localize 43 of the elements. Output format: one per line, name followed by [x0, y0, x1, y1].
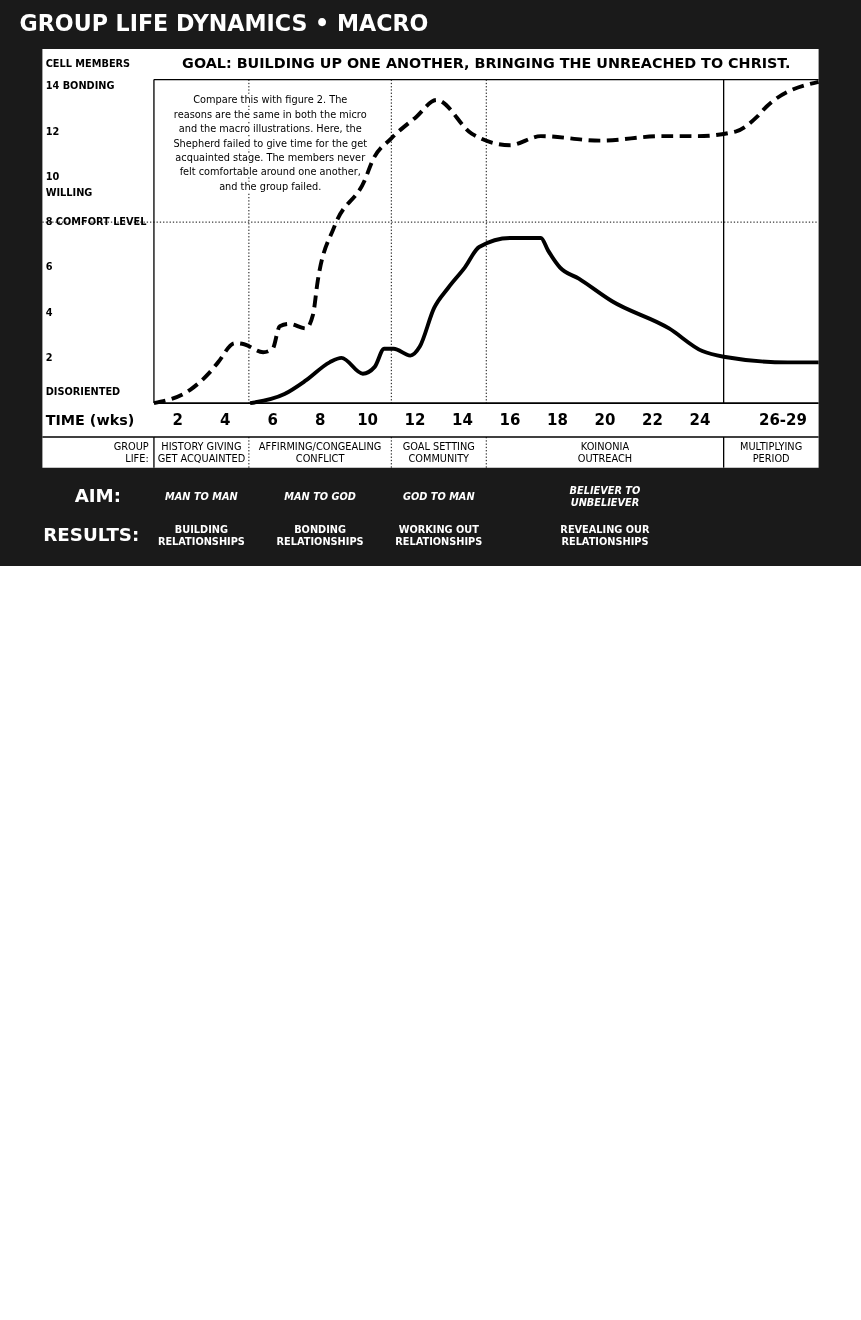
text: MULTIPLYING PERIOD: [739, 440, 803, 464]
x-tick-label: 24: [689, 411, 711, 430]
x-tick-label: 2: [172, 411, 183, 430]
x-tick-label: 10: [357, 411, 379, 430]
x-tick-label: 4: [219, 411, 231, 430]
y-tick-label: 4: [45, 306, 53, 318]
text: BONDING RELATIONSHIPS: [276, 524, 364, 548]
annotation: Compare this with figure 2. The reasons are the same in both the micro and the macro illustrations. Here, the Shepherd failed to give time for the get acquainted stage. The members never felt comfortable around one another, and the group failed.: [173, 94, 368, 192]
x-tick-label: 14: [452, 411, 473, 430]
text: BELIEVER TO UNBELIEVER: [569, 485, 641, 508]
y-axis-title: CELL MEMBERS: [45, 57, 131, 69]
x-tick-label: 18: [547, 411, 568, 430]
text: GOAL SETTING COMMUNITY: [402, 440, 475, 464]
x-tick-label: 6: [267, 411, 278, 430]
x-axis-title: TIME (wks): [45, 411, 135, 428]
y-tick-label: DISORIENTED: [45, 385, 121, 397]
y-tick-label: 6: [45, 261, 53, 273]
chart-subtitle: GOAL: BUILDING UP ONE ANOTHER, BRINGING THE UNREACHED TO CHRIST.: [182, 54, 791, 71]
text: WORKING OUT RELATIONSHIPS: [395, 524, 483, 548]
text: KOINONIA OUTREACH: [577, 440, 633, 464]
text: AIM:: [74, 485, 122, 507]
y-tick-label: 10: [45, 170, 60, 182]
y-tick-label: 12: [45, 125, 60, 137]
text: GROUP LIFE:: [113, 440, 149, 464]
y-tick-label: 8 COMFORT LEVEL: [45, 216, 147, 228]
text: HISTORY GIVING GET ACQUAINTED: [157, 440, 246, 464]
text: GOD TO MAN: [402, 491, 475, 503]
x-tick-label: 26-29: [759, 411, 807, 430]
text: MAN TO MAN: [165, 491, 238, 503]
x-tick-label: 12: [404, 411, 426, 430]
y-tick-label: 14 BONDING: [45, 80, 115, 92]
x-tick-label: 8: [314, 411, 326, 430]
text: AFFIRMING/CONGEALING CONFLICT: [258, 440, 382, 464]
chart-title: GROUP LIFE DYNAMICS • MACRO: [19, 10, 429, 37]
x-tick-label: 20: [594, 411, 616, 430]
text: MAN TO GOD: [284, 491, 356, 503]
y-tick-label: WILLING: [45, 186, 93, 198]
text: RESULTS:: [43, 524, 140, 546]
text: BUILDING RELATIONSHIPS: [157, 524, 245, 548]
y-tick-label: 2: [45, 351, 53, 363]
text: REVEALING OUR RELATIONSHIPS: [560, 524, 651, 548]
x-tick-label: 16: [499, 411, 521, 430]
x-tick-label: 22: [642, 411, 663, 430]
